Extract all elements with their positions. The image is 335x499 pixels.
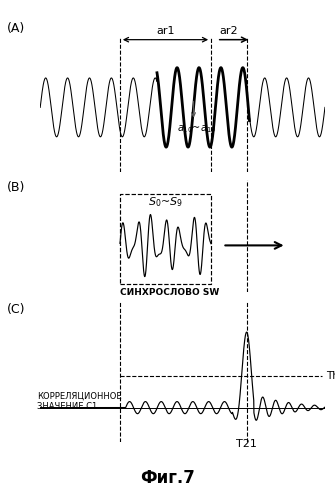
Text: ar1: ar1: [156, 26, 175, 36]
Text: $S_0$~$S_9$: $S_0$~$S_9$: [148, 196, 183, 210]
Text: Фиг.7: Фиг.7: [140, 469, 195, 487]
Text: ar2: ar2: [220, 26, 238, 36]
Text: T21: T21: [236, 439, 257, 449]
Text: (B): (B): [7, 181, 25, 194]
Text: $a_{10}$~$a_{19}$: $a_{10}$~$a_{19}$: [177, 124, 216, 135]
Text: (A): (A): [7, 22, 25, 35]
Text: Th1: Th1: [326, 371, 335, 381]
Text: КОРРЕЛЯЦИОННОЕ
ЗНАЧЕНИЕ C1: КОРРЕЛЯЦИОННОЕ ЗНАЧЕНИЕ C1: [37, 392, 122, 411]
Text: СИНХРОСЛОВО SW: СИНХРОСЛОВО SW: [120, 288, 219, 297]
Text: (C): (C): [7, 303, 25, 316]
